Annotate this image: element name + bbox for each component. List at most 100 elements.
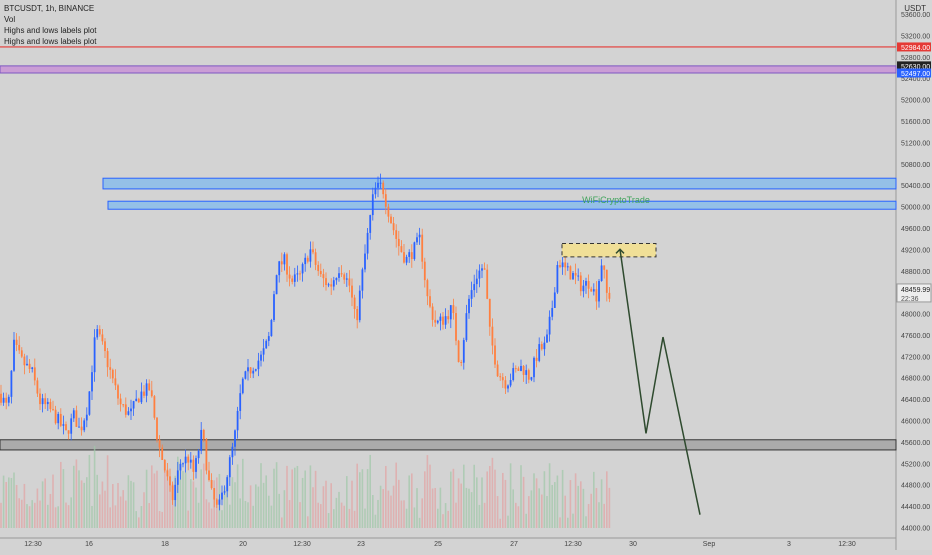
candle-body[interactable] — [145, 383, 148, 396]
candle-body[interactable] — [431, 306, 434, 320]
candle-body[interactable] — [317, 264, 320, 272]
candle-body[interactable] — [561, 262, 564, 268]
price-axis[interactable] — [896, 0, 932, 550]
candle-body[interactable] — [278, 261, 281, 276]
candle-body[interactable] — [85, 414, 88, 421]
candle-body[interactable] — [28, 363, 31, 369]
candle-body[interactable] — [275, 275, 278, 295]
candle-body[interactable] — [457, 340, 460, 362]
candle-body[interactable] — [556, 264, 559, 293]
candle-body[interactable] — [397, 238, 400, 247]
candle-body[interactable] — [130, 408, 132, 412]
candle-body[interactable] — [270, 320, 273, 337]
symbol-title[interactable]: BTCUSDT, 1h, BINANCE — [4, 4, 95, 13]
candle-body[interactable] — [559, 264, 561, 268]
candle-body[interactable] — [312, 249, 314, 253]
candle-body[interactable] — [236, 410, 239, 431]
candle-body[interactable] — [598, 280, 600, 302]
candle-body[interactable] — [356, 309, 359, 321]
candle-body[interactable] — [96, 329, 99, 338]
candle-body[interactable] — [455, 313, 457, 341]
candle-body[interactable] — [223, 491, 226, 493]
candle-body[interactable] — [533, 357, 535, 378]
candle-body[interactable] — [392, 223, 395, 231]
candle-body[interactable] — [117, 385, 119, 399]
candle-body[interactable] — [57, 413, 60, 424]
candle-body[interactable] — [150, 390, 153, 397]
candle-body[interactable] — [62, 424, 65, 426]
candle-body[interactable] — [189, 459, 192, 463]
candle-body[interactable] — [208, 470, 210, 481]
candle-body[interactable] — [192, 459, 195, 472]
candle-body[interactable] — [228, 457, 231, 478]
candle-body[interactable] — [31, 367, 34, 369]
candle-body[interactable] — [93, 337, 96, 373]
candle-body[interactable] — [543, 342, 546, 350]
candle-body[interactable] — [187, 456, 190, 463]
candle-body[interactable] — [221, 492, 223, 500]
candle-body[interactable] — [603, 265, 606, 270]
candle-body[interactable] — [590, 288, 593, 292]
candle-body[interactable] — [592, 289, 595, 292]
candle-body[interactable] — [288, 274, 291, 279]
candle-body[interactable] — [470, 290, 473, 299]
candle-body[interactable] — [5, 397, 8, 403]
candle-body[interactable] — [174, 484, 177, 501]
candle-body[interactable] — [530, 377, 533, 380]
candle-body[interactable] — [265, 340, 268, 349]
candle-body[interactable] — [564, 262, 567, 268]
candle-body[interactable] — [577, 275, 580, 277]
candle-body[interactable] — [579, 275, 582, 292]
candle-body[interactable] — [122, 404, 125, 406]
candle-body[interactable] — [340, 273, 343, 275]
candle-body[interactable] — [80, 426, 83, 431]
candle-body[interactable] — [49, 401, 52, 410]
candle-body[interactable] — [179, 463, 182, 471]
candle-body[interactable] — [325, 278, 327, 286]
candle-body[interactable] — [387, 206, 390, 217]
candle-body[interactable] — [582, 285, 585, 292]
candle-body[interactable] — [65, 424, 67, 431]
candle-body[interactable] — [566, 266, 569, 268]
candle-body[interactable] — [36, 380, 39, 394]
candle-body[interactable] — [200, 429, 203, 451]
candle-body[interactable] — [491, 326, 494, 346]
candle-body[interactable] — [548, 316, 551, 335]
indicator-highs-lows-1[interactable]: Highs and lows labels plot — [4, 26, 97, 35]
candle-body[interactable] — [182, 463, 184, 465]
candle-body[interactable] — [10, 370, 13, 397]
candle-body[interactable] — [421, 234, 424, 262]
candle-body[interactable] — [59, 413, 62, 426]
candle-body[interactable] — [304, 257, 307, 265]
candle-body[interactable] — [418, 234, 421, 238]
candle-body[interactable] — [499, 376, 502, 378]
candle-body[interactable] — [83, 420, 86, 431]
candle-body[interactable] — [462, 340, 465, 363]
candle-body[interactable] — [540, 344, 543, 350]
candle-body[interactable] — [273, 294, 275, 321]
candle-body[interactable] — [257, 360, 260, 370]
candle-body[interactable] — [70, 418, 73, 434]
candle-body[interactable] — [91, 372, 93, 392]
candle-body[interactable] — [535, 357, 538, 361]
candle-body[interactable] — [475, 278, 478, 285]
candle-body[interactable] — [26, 363, 28, 366]
candle-body[interactable] — [13, 339, 15, 371]
candle-body[interactable] — [218, 499, 221, 505]
candle-body[interactable] — [512, 368, 515, 381]
candle-body[interactable] — [408, 252, 411, 257]
candle-body[interactable] — [127, 411, 130, 415]
candle-body[interactable] — [509, 380, 512, 386]
candle-body[interactable] — [465, 313, 468, 341]
candle-body[interactable] — [163, 459, 166, 471]
candle-body[interactable] — [478, 270, 481, 279]
candle-body[interactable] — [101, 334, 104, 342]
candle-body[interactable] — [2, 397, 5, 403]
candle-body[interactable] — [439, 316, 442, 321]
candle-body[interactable] — [322, 274, 325, 279]
candle-body[interactable] — [296, 273, 299, 275]
candle-body[interactable] — [140, 391, 143, 403]
candle-body[interactable] — [309, 249, 312, 262]
candle-body[interactable] — [551, 307, 554, 317]
